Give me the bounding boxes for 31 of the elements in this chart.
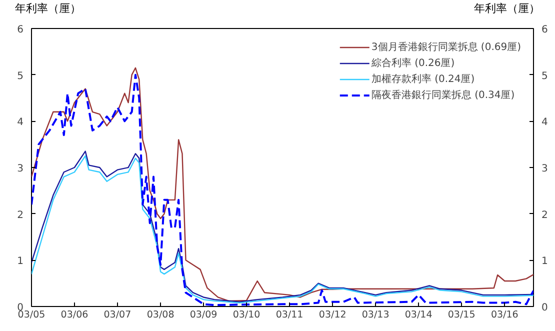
x-tick-label: 03/12 — [318, 310, 346, 320]
y2-tick-label: 1 — [542, 256, 548, 268]
x-tick-label: 03/11 — [276, 310, 304, 320]
y-tick-label: 6 — [17, 24, 24, 36]
y2-tick-label: 6 — [542, 24, 548, 36]
x-tick-label: 03/09 — [190, 310, 218, 320]
legend-label: 3個月香港銀行同業拆息 (0.69厘) — [371, 40, 521, 54]
y2-tick-label: 2 — [542, 210, 548, 221]
x-tick-label: 03/13 — [362, 310, 390, 320]
x-tick-label: 03/16 — [490, 310, 518, 320]
y2-axis-title: 年利率（厘） — [474, 2, 540, 16]
y-tick-label: 1 — [17, 256, 24, 268]
x-tick-label: 03/14 — [404, 310, 432, 320]
y2-tick-label: 0 — [542, 302, 548, 314]
legend-label: 綜合利率 (0.26厘) — [371, 56, 455, 70]
legend-label: 隔夜香港銀行同業拆息 (0.34厘) — [371, 88, 515, 102]
x-tick-label: 03/15 — [448, 310, 476, 320]
y2-tick-label: 5 — [542, 70, 548, 82]
x-tick-label: 03/07 — [104, 310, 132, 320]
y-tick-label: 3 — [17, 164, 24, 174]
y2-tick-label: 3 — [542, 164, 548, 174]
y2-tick-label: 4 — [542, 117, 548, 128]
y-tick-label: 4 — [17, 117, 24, 128]
x-tick-label: 03/06 — [60, 310, 88, 320]
x-tick-label: 03/05 — [18, 310, 46, 320]
x-tick-label: 03/10 — [232, 310, 260, 320]
legend-label: 加權存款利率 (0.24厘) — [371, 72, 475, 86]
x-tick-label: 03/08 — [146, 310, 174, 320]
y-tick-label: 2 — [17, 210, 24, 221]
y-tick-label: 5 — [17, 70, 24, 82]
y-axis-title: 年利率（厘） — [15, 2, 81, 16]
